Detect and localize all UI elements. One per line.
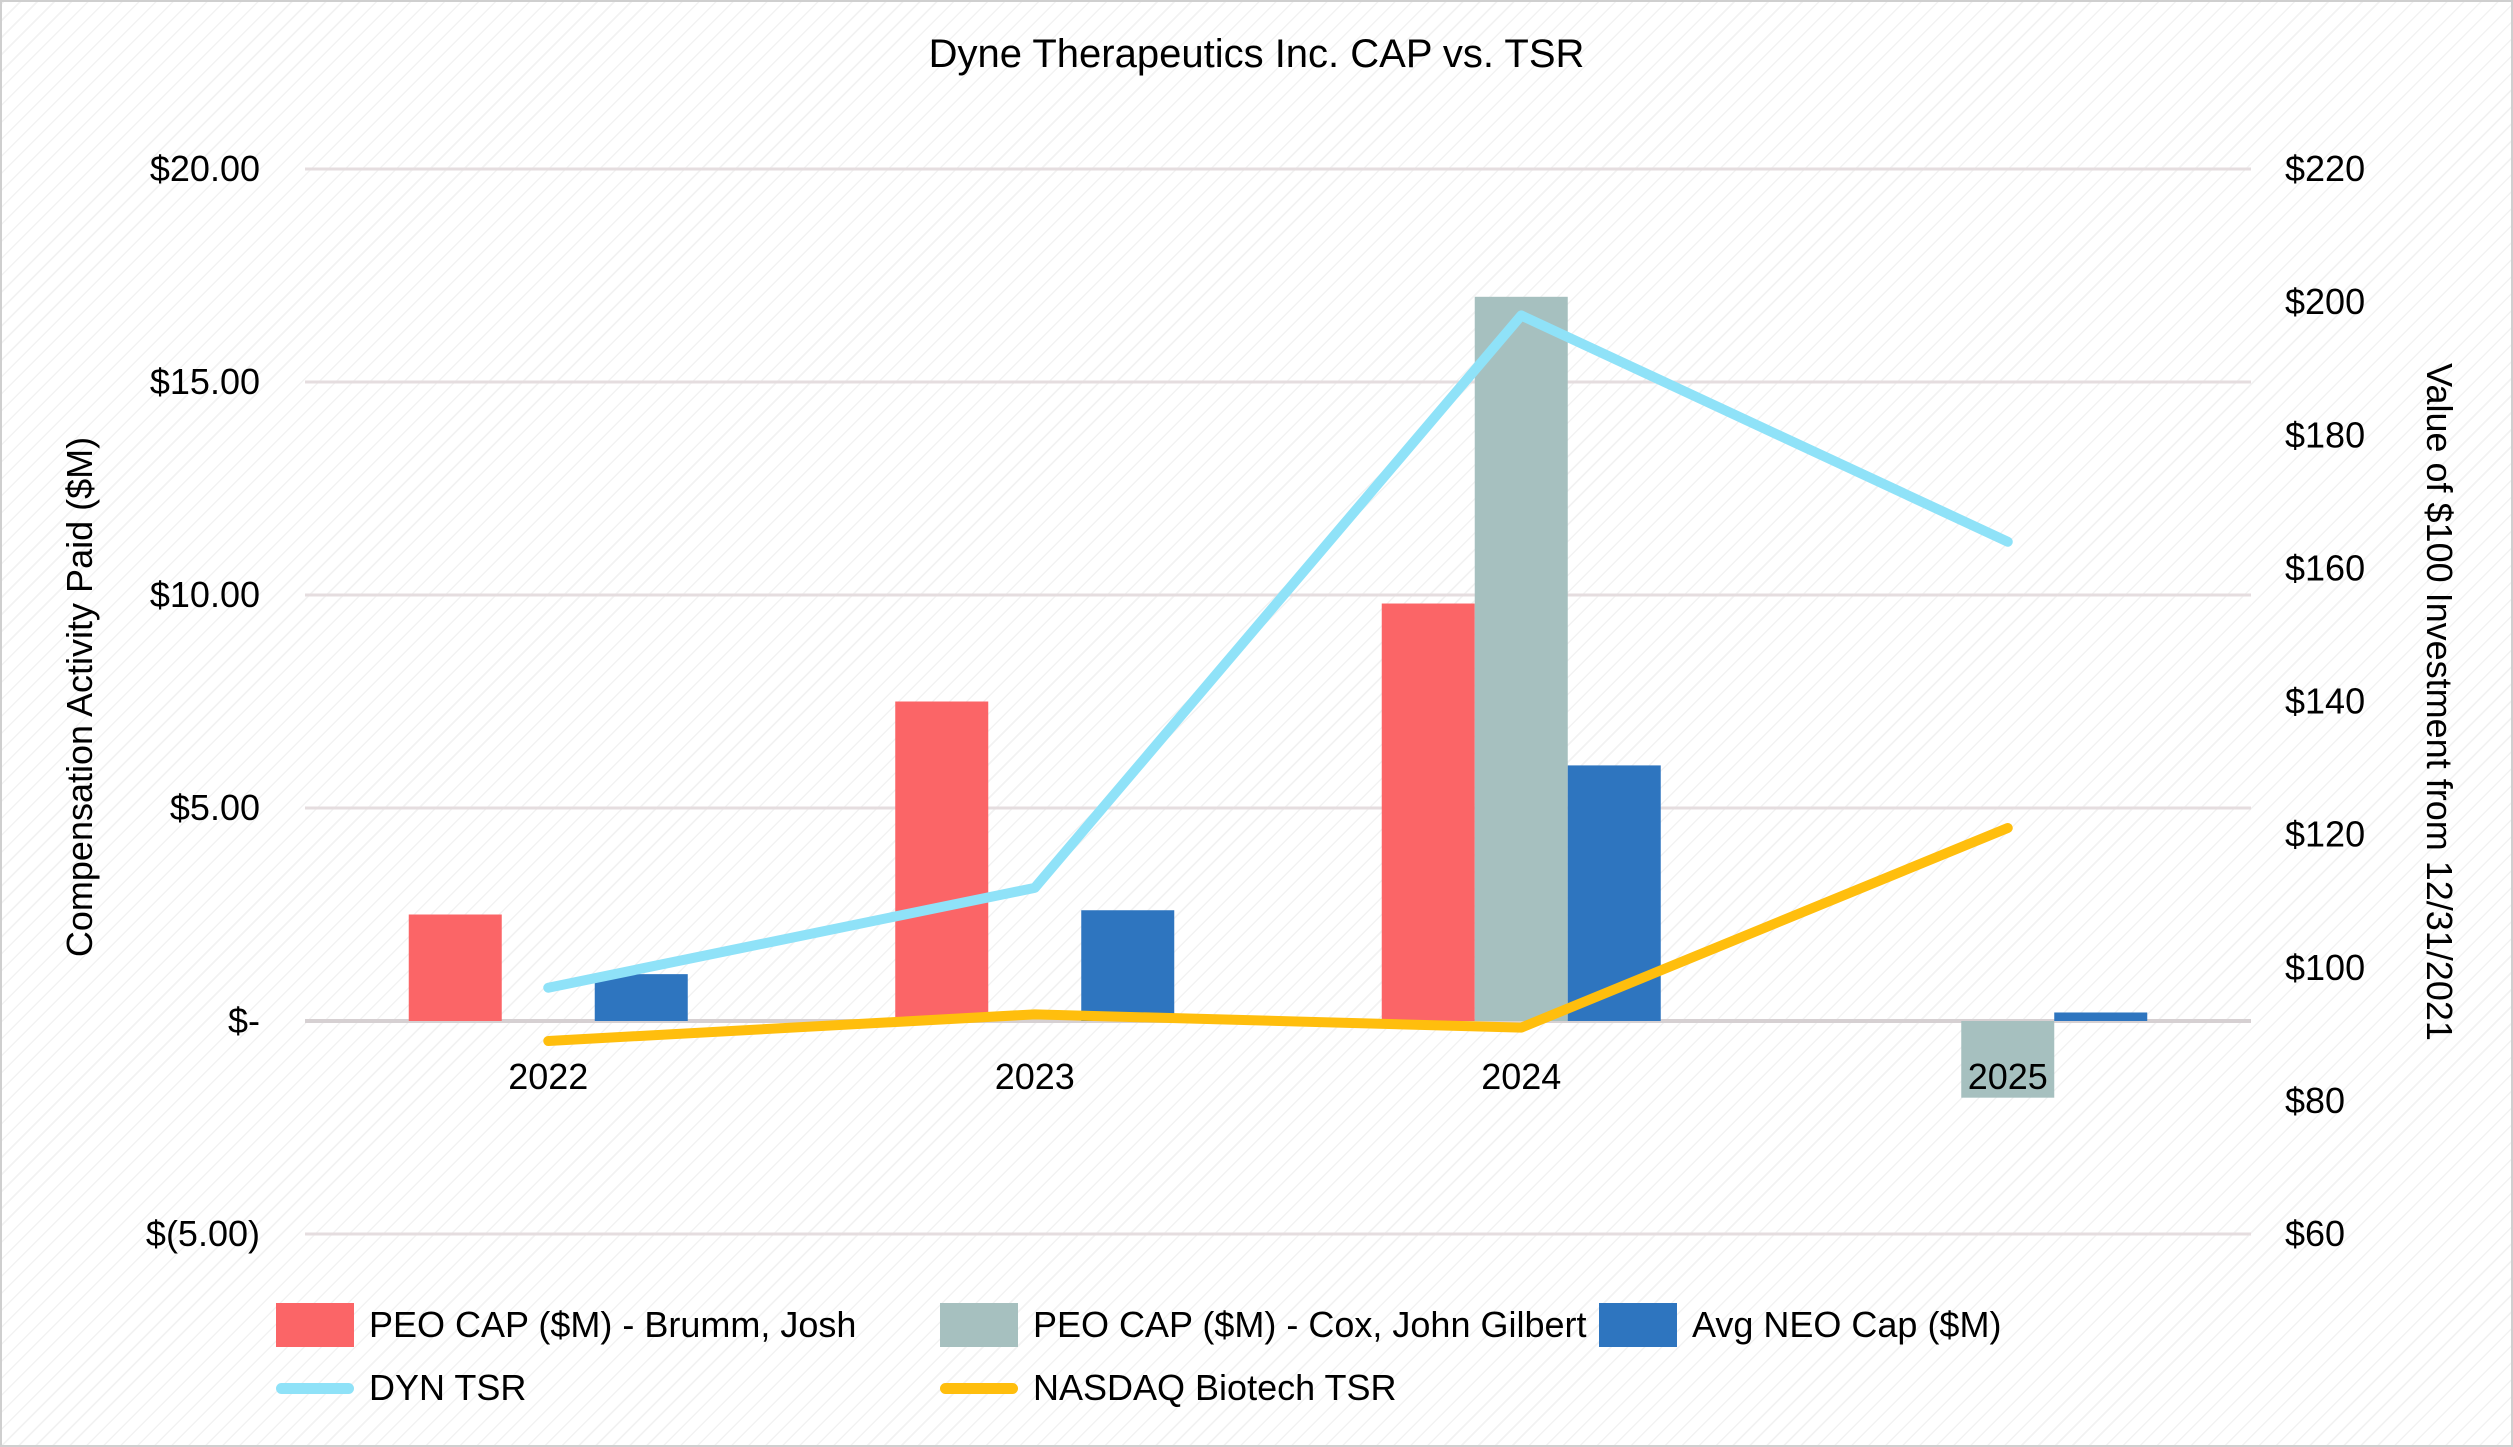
bar-series2-2023 xyxy=(1081,910,1175,1021)
y-left-tick-label: $- xyxy=(228,1000,260,1041)
bar-series0-2023 xyxy=(895,701,989,1021)
x-tick-label: 2023 xyxy=(995,1056,1075,1097)
bar-series2-2025 xyxy=(2054,1012,2148,1021)
y-left-tick-label: $5.00 xyxy=(170,787,260,828)
y-right-tick-label: $100 xyxy=(2285,947,2365,988)
y-right-tick-label: $200 xyxy=(2285,281,2365,322)
y-right-tick-label: $140 xyxy=(2285,681,2365,722)
y-left-tick-label: $20.00 xyxy=(150,148,260,189)
line-series1 xyxy=(543,822,2013,1046)
bar-series2-2022 xyxy=(594,974,688,1021)
line-series0 xyxy=(543,310,2013,993)
y-right-tick-label: $120 xyxy=(2285,814,2365,855)
bar-series2-2024 xyxy=(1567,765,1661,1021)
bar-series0-2022 xyxy=(408,914,502,1021)
y-right-tick-label: $180 xyxy=(2285,414,2365,455)
y-right-tick-label: $160 xyxy=(2285,547,2365,588)
y-right-tick-label: $220 xyxy=(2285,148,2365,189)
bar-series1-2024 xyxy=(1474,296,1568,1021)
y-right-tick-label: $80 xyxy=(2285,1080,2345,1121)
bar-series1-2025 xyxy=(1961,1021,2055,1098)
chart-title: Dyne Therapeutics Inc. CAP vs. TSR xyxy=(928,32,1585,76)
y-left-tick-label: $10.00 xyxy=(150,574,260,615)
y-left-tick-label: $15.00 xyxy=(150,361,260,402)
y-left-tick-label: $(5.00) xyxy=(146,1213,260,1254)
x-tick-label: 2025 xyxy=(1968,1056,2048,1097)
y-right-tick-label: $60 xyxy=(2285,1213,2345,1254)
x-tick-label: 2024 xyxy=(1481,1056,1561,1097)
x-tick-label: 2022 xyxy=(508,1056,588,1097)
bar-series0-2024 xyxy=(1381,603,1475,1021)
